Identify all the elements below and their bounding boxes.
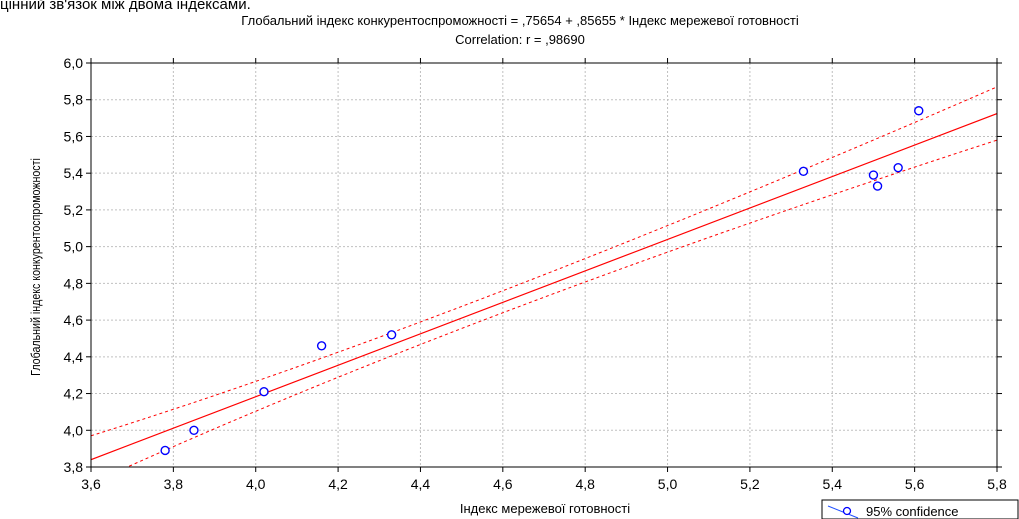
data-point xyxy=(868,170,879,180)
x-tick-label: 4,6 xyxy=(493,476,513,492)
data-point xyxy=(259,387,269,397)
y-tick-label: 4,2 xyxy=(64,386,84,402)
data-points xyxy=(160,106,924,456)
y-tick-label: 3,8 xyxy=(64,459,84,475)
y-tick-label: 5,8 xyxy=(64,92,84,108)
confidence-upper-line xyxy=(91,86,997,437)
x-tick-label: 4,8 xyxy=(575,476,595,492)
plot-frame xyxy=(90,62,998,468)
confidence-lower-line xyxy=(126,139,997,467)
x-tick-label: 5,4 xyxy=(823,476,843,492)
legend: 95% confidence xyxy=(821,499,1019,519)
x-tick-label: 4,2 xyxy=(328,476,348,492)
x-tick-label: 3,6 xyxy=(81,476,101,492)
x-tick-label: 4,4 xyxy=(411,476,431,492)
x-axis-ticks: 3,6 3,8 4,0 4,2 4,4 4,6 4,8 5,0 5,2 5,4 5,6 5,8 xyxy=(81,58,1007,492)
y-axis-label: Глобальний індекс конкурентоспроможності xyxy=(28,158,43,376)
data-point xyxy=(189,425,199,435)
y-tick-label: 5,0 xyxy=(64,239,84,255)
regression-line-group xyxy=(91,113,997,461)
y-tick-label: 4,8 xyxy=(64,275,84,291)
data-point xyxy=(872,181,883,191)
x-tick-label: 5,0 xyxy=(658,476,678,492)
x-tick-label: 3,8 xyxy=(164,476,184,492)
data-point xyxy=(386,330,397,340)
y-tick-label: 6,0 xyxy=(64,55,84,71)
y-tick-label: 4,4 xyxy=(64,349,84,365)
data-point xyxy=(798,166,809,177)
legend-marker-icon xyxy=(842,506,852,516)
confidence-band xyxy=(91,86,997,467)
y-axis-ticks: 3,8 4,0 4,2 4,4 4,6 4,8 5,0 5,2 5,4 5,6 5,8 6,0 xyxy=(64,55,1002,475)
legend-label: 95% confidence xyxy=(866,504,959,519)
x-tick-label: 4,0 xyxy=(246,476,266,492)
y-tick-label: 5,4 xyxy=(64,165,84,181)
grid-lines xyxy=(91,63,997,467)
x-tick-label: 5,2 xyxy=(740,476,760,492)
data-point xyxy=(160,445,170,456)
caption-text: цінний зв'язок між двома індексами. xyxy=(0,0,251,13)
y-tick-label: 4,0 xyxy=(64,422,84,438)
legend-box xyxy=(821,499,1019,519)
y-tick-label: 5,6 xyxy=(64,128,84,144)
data-point xyxy=(316,341,327,351)
y-tick-label: 5,2 xyxy=(64,202,84,218)
y-tick-label: 4,6 xyxy=(64,312,84,328)
x-tick-label: 5,6 xyxy=(905,476,925,492)
data-point xyxy=(914,106,924,116)
data-point xyxy=(893,162,903,173)
x-axis-label: Індекс мережевої готовності xyxy=(460,501,630,516)
x-tick-label: 5,8 xyxy=(987,476,1007,492)
regression-line xyxy=(91,113,997,461)
chart-subtitle: Correlation: r = ,98690 xyxy=(455,32,585,47)
chart-title: Глобальний індекс конкурентоспроможності… xyxy=(241,13,799,28)
